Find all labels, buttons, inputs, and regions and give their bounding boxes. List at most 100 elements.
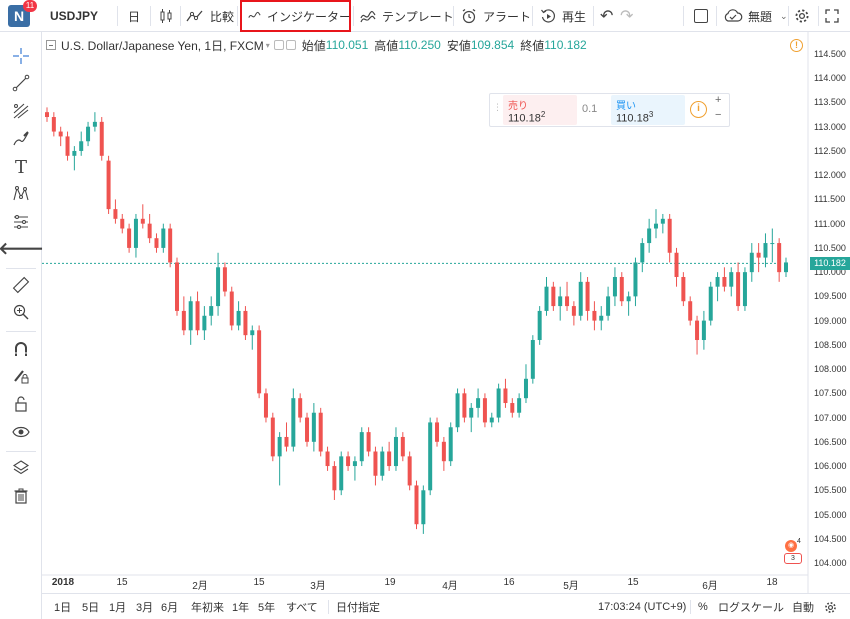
chart-style-button[interactable] (158, 0, 174, 32)
range-button[interactable]: 6月 (161, 602, 179, 614)
object-tree-tool[interactable] (9, 457, 33, 479)
visibility-icon[interactable] (273, 40, 284, 50)
settings-button[interactable] (794, 0, 810, 32)
candle-body (428, 422, 433, 491)
zoom-tool[interactable] (9, 301, 33, 323)
sell-price: 110.182 (508, 110, 546, 125)
auto-scale-button[interactable]: 自動 (792, 594, 814, 619)
divider (328, 600, 329, 614)
range-button[interactable]: 1日 (54, 602, 72, 614)
timezone-button[interactable]: 17:03:24 (UTC+9) (598, 594, 686, 619)
top-toolbar: N 11 USDJPY 日 比較 インジケーター テンプレート アラート 再生 … (0, 0, 850, 32)
event-count-badge: 3 (784, 553, 802, 564)
info-icon[interactable]: i (690, 101, 707, 118)
candle-body (476, 398, 481, 408)
divider (117, 6, 118, 26)
open-value: 110.051 (325, 38, 369, 52)
candle-body (544, 286, 549, 311)
candle-body (592, 310, 597, 321)
crosshair-icon (13, 48, 29, 64)
price-chart[interactable] (42, 32, 850, 593)
alert-button[interactable]: アラート (461, 0, 531, 32)
magnet-tool[interactable] (9, 338, 33, 360)
hide-drawings-tool[interactable] (9, 421, 33, 443)
remove-drawings-tool[interactable] (9, 485, 33, 507)
collapse-icon[interactable] (46, 40, 56, 50)
sell-button[interactable]: 売り 110.182 (503, 95, 577, 125)
save-layout-button[interactable]: 無題 ⌄ (723, 0, 788, 32)
candle-body (736, 272, 741, 307)
range-button[interactable]: 3月 (136, 602, 154, 614)
buy-button[interactable]: 買い 110.183 (611, 95, 685, 125)
indicators-button[interactable]: インジケーター (240, 0, 351, 32)
measure-tool[interactable] (9, 274, 33, 296)
chart-settings-button[interactable] (824, 594, 837, 619)
undo-button[interactable]: ↶ (600, 0, 613, 32)
candle-body (113, 209, 118, 219)
gear-icon (795, 9, 809, 23)
collapse-minus-button[interactable]: − (715, 109, 722, 121)
time-tick-label: 2月 (192, 581, 208, 592)
drag-handle-icon[interactable]: ⋮⋮ (493, 102, 510, 112)
candle-body (441, 441, 446, 462)
log-scale-button[interactable]: ログスケール (718, 594, 784, 619)
percent-scale-button[interactable]: % (698, 594, 708, 619)
redo-button[interactable]: ↷ (620, 0, 633, 32)
events-marker[interactable]: ◉ 4 3 (782, 538, 804, 566)
lock-all-tool[interactable] (9, 393, 33, 415)
price-tick-label: 106.500 (814, 436, 847, 447)
lock-drawing-tool[interactable] (9, 365, 33, 387)
range-button[interactable]: 5年 (258, 602, 276, 614)
high-value: 110.250 (398, 38, 441, 52)
divider (6, 331, 36, 332)
price-tick-label: 104.500 (814, 533, 847, 544)
candle-body (482, 398, 487, 423)
crosshair-tool[interactable] (9, 45, 33, 67)
price-tick-label: 113.500 (814, 97, 846, 108)
compare-label: 比較 (210, 9, 235, 24)
log-label: ログスケール (718, 602, 784, 614)
divider (150, 6, 151, 26)
candle-body (257, 330, 262, 394)
close-label: 終値 (520, 38, 545, 53)
trend-line-tool[interactable] (9, 72, 33, 94)
candle-body (667, 218, 672, 253)
prediction-tool[interactable] (9, 211, 33, 233)
candle-body (188, 301, 193, 331)
brush-icon (13, 131, 29, 146)
brush-tool[interactable] (9, 128, 33, 150)
symbol-search-button[interactable]: USDJPY (50, 0, 98, 32)
settings-small-icon[interactable] (285, 40, 296, 50)
pattern-tool[interactable] (9, 183, 33, 205)
candle-body (229, 291, 234, 326)
back-tool[interactable]: 🡐 (0, 238, 44, 260)
logo-button[interactable]: N 11 (8, 0, 37, 27)
replay-button[interactable]: 再生 (540, 0, 586, 32)
candle-body (311, 412, 316, 442)
low-label: 安値 (446, 38, 471, 53)
candle-body (243, 310, 248, 336)
compare-button[interactable]: 比較 (186, 0, 234, 32)
fullscreen-button[interactable] (825, 0, 839, 32)
price-tick-label: 110.000 (814, 267, 846, 278)
text-tool[interactable]: T (9, 156, 33, 178)
interval-button[interactable]: 日 (128, 0, 140, 32)
range-button[interactable]: 5日 (82, 602, 100, 614)
expand-plus-button[interactable]: + (715, 94, 722, 106)
range-button[interactable]: すべて (286, 602, 318, 614)
candle-body (612, 276, 617, 297)
zoom-in-icon (13, 304, 29, 320)
drawing-toolbar: T 🡐 (0, 32, 44, 619)
templates-button[interactable]: テンプレート (360, 0, 454, 32)
chevron-down-icon[interactable]: ▾ (265, 40, 270, 50)
candle-body (366, 432, 371, 452)
range-button[interactable]: 1年 (232, 602, 250, 614)
warning-icon[interactable]: ! (790, 39, 803, 52)
fib-tool[interactable] (9, 100, 33, 122)
fullscreen-layout-button[interactable] (694, 0, 708, 32)
go-to-date-button[interactable]: 日付指定 (336, 594, 380, 619)
range-button[interactable]: 1月 (109, 602, 127, 614)
event-flag-count: 4 (797, 538, 801, 545)
range-button[interactable]: 年初来 (191, 602, 224, 614)
price-tick-label: 109.500 (814, 291, 847, 302)
